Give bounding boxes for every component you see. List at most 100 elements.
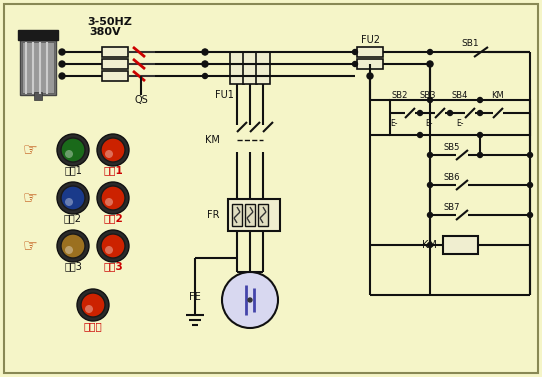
Circle shape: [203, 49, 208, 55]
Text: 启刨3: 启刨3: [64, 261, 82, 271]
Text: 380V: 380V: [89, 27, 121, 37]
Bar: [390, 100, 530, 135]
Text: E-: E-: [390, 120, 398, 129]
Circle shape: [105, 150, 113, 158]
Text: FR: FR: [208, 210, 220, 220]
Bar: [18, 30, 58, 40]
Circle shape: [101, 186, 125, 210]
Text: KM: KM: [205, 135, 220, 145]
Text: ☞: ☞: [23, 189, 37, 207]
Bar: [228, 199, 280, 231]
Text: 停止3: 停止3: [103, 261, 123, 271]
Text: FU2: FU2: [360, 35, 379, 45]
Circle shape: [428, 242, 433, 247]
Circle shape: [97, 182, 129, 214]
Text: ☞: ☞: [23, 237, 37, 255]
Text: SB7: SB7: [444, 202, 460, 211]
Circle shape: [367, 73, 373, 79]
Bar: [256, 52, 270, 84]
Circle shape: [428, 61, 433, 66]
Circle shape: [97, 230, 129, 262]
Circle shape: [61, 234, 85, 258]
Bar: [230, 52, 244, 84]
Text: E-: E-: [425, 120, 433, 129]
Circle shape: [448, 110, 453, 115]
Circle shape: [428, 213, 433, 218]
Text: KM: KM: [422, 240, 437, 250]
Circle shape: [352, 61, 358, 66]
Bar: [102, 71, 128, 81]
Circle shape: [222, 272, 278, 328]
Text: E-: E-: [456, 120, 464, 129]
Bar: [232, 204, 242, 226]
Text: ☞: ☞: [23, 141, 37, 159]
Text: QS: QS: [134, 95, 148, 105]
Bar: [443, 236, 478, 254]
Circle shape: [427, 61, 433, 67]
Circle shape: [527, 182, 532, 187]
Circle shape: [478, 132, 482, 138]
Circle shape: [59, 61, 65, 67]
Text: FE: FE: [189, 292, 201, 302]
Bar: [357, 59, 383, 69]
Circle shape: [203, 61, 208, 66]
Circle shape: [417, 110, 423, 115]
Circle shape: [57, 230, 89, 262]
Circle shape: [81, 293, 105, 317]
Circle shape: [105, 246, 113, 254]
Text: 3-50HZ: 3-50HZ: [88, 17, 132, 27]
Circle shape: [105, 198, 113, 206]
Circle shape: [65, 246, 73, 254]
Circle shape: [352, 49, 358, 55]
Circle shape: [428, 153, 433, 158]
Circle shape: [59, 49, 65, 55]
Text: SB5: SB5: [444, 143, 460, 152]
Bar: [258, 204, 268, 226]
Text: SB4: SB4: [452, 90, 468, 100]
Text: SB6: SB6: [444, 173, 460, 181]
Circle shape: [202, 49, 208, 55]
Circle shape: [57, 182, 89, 214]
Circle shape: [248, 298, 252, 302]
Circle shape: [428, 49, 433, 55]
Circle shape: [202, 61, 208, 67]
Bar: [243, 52, 257, 84]
Bar: [102, 59, 128, 69]
Bar: [20, 40, 56, 95]
Bar: [357, 47, 383, 57]
Bar: [245, 204, 255, 226]
Circle shape: [65, 150, 73, 158]
Circle shape: [59, 73, 65, 79]
Bar: [102, 47, 128, 57]
Circle shape: [61, 186, 85, 210]
Text: KM: KM: [491, 90, 504, 100]
Circle shape: [61, 138, 85, 162]
Text: 停止1: 停止1: [103, 165, 123, 175]
Text: SB2: SB2: [392, 90, 408, 100]
Circle shape: [97, 134, 129, 166]
Text: 启刨2: 启刨2: [64, 213, 82, 223]
Bar: [34, 92, 42, 100]
Text: SB1: SB1: [461, 40, 479, 49]
Circle shape: [428, 98, 433, 103]
Text: 启刨1: 启刨1: [64, 165, 82, 175]
Text: FU1: FU1: [215, 90, 234, 100]
Circle shape: [77, 289, 109, 321]
Bar: [22, 42, 54, 93]
Text: 总停止: 总停止: [83, 321, 102, 331]
Circle shape: [203, 74, 208, 78]
Circle shape: [428, 182, 433, 187]
Circle shape: [478, 110, 482, 115]
Circle shape: [101, 138, 125, 162]
Circle shape: [417, 132, 423, 138]
Text: 停止2: 停止2: [103, 213, 123, 223]
Circle shape: [57, 134, 89, 166]
Circle shape: [527, 153, 532, 158]
Circle shape: [478, 153, 482, 158]
Text: SB3: SB3: [420, 90, 436, 100]
Circle shape: [85, 305, 93, 313]
Circle shape: [527, 213, 532, 218]
Circle shape: [101, 234, 125, 258]
Circle shape: [478, 98, 482, 103]
Circle shape: [65, 198, 73, 206]
